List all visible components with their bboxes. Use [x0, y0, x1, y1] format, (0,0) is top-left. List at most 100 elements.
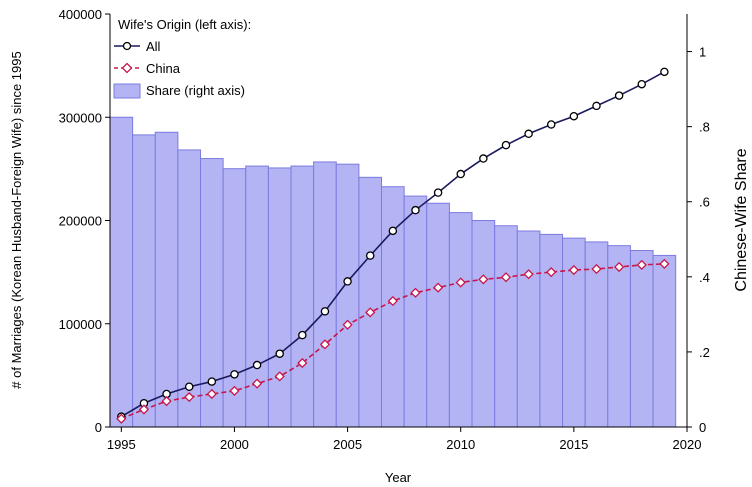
- left-axis-title: # of Marriages (Korean Husband-Foreign W…: [9, 51, 24, 388]
- left-tick-label: 100000: [59, 317, 102, 332]
- share-bar: [539, 233, 564, 428]
- x-tick-label: 2015: [559, 437, 588, 452]
- marker-all: [546, 120, 556, 129]
- share-bars: [109, 116, 677, 428]
- right-tick-label: 0: [699, 420, 706, 435]
- share-bar: [109, 116, 134, 428]
- share-bar: [200, 158, 224, 428]
- marker-china: [161, 396, 172, 407]
- share-bar: [154, 131, 179, 428]
- x-tick-label: 1995: [107, 437, 136, 452]
- series-markers: [116, 67, 670, 424]
- right-axis-title: Chinese-Wife Share: [733, 148, 750, 291]
- right-tick-label: .4: [699, 270, 710, 285]
- marker-all: [343, 277, 352, 286]
- legend-china-label: China: [146, 61, 181, 76]
- marker-all: [298, 330, 307, 340]
- share-bar: [516, 230, 541, 428]
- marker-china: [500, 272, 512, 283]
- marker-all: [230, 370, 239, 379]
- marker-all: [524, 129, 533, 139]
- marker-all: [569, 111, 579, 121]
- marker-all: [614, 91, 624, 100]
- left-tick-label: 300000: [59, 110, 102, 125]
- right-ticks: 0 .2 .4 .6 .8 1: [687, 45, 710, 435]
- marker-china: [432, 282, 444, 293]
- marker-china: [591, 263, 602, 275]
- right-tick-label: .2: [699, 345, 710, 360]
- legend-title: Wife's Origin (left axis):: [118, 17, 251, 32]
- share-bar: [290, 165, 315, 428]
- marker-all: [456, 169, 465, 179]
- marker-china: [636, 259, 647, 271]
- legend: Wife's Origin (left axis): All China Sha…: [113, 17, 251, 99]
- marker-china: [613, 261, 625, 273]
- marker-china: [568, 264, 579, 276]
- share-bar: [607, 245, 631, 428]
- marker-all: [320, 307, 330, 316]
- marker-china: [546, 267, 557, 278]
- share-bar: [652, 254, 677, 428]
- share-bar: [494, 225, 518, 428]
- marker-all: [411, 205, 420, 215]
- marker-all: [388, 226, 398, 236]
- x-tick-label: 2010: [446, 437, 475, 452]
- x-tick-label: 2000: [220, 437, 249, 452]
- marker-china: [229, 385, 240, 396]
- marker-all: [207, 377, 217, 386]
- marker-all: [252, 360, 262, 370]
- marker-china: [365, 307, 376, 318]
- marker-china: [523, 269, 534, 280]
- left-tick-label: 400000: [59, 7, 102, 22]
- marker-china: [116, 413, 127, 424]
- legend-share-swatch: [113, 83, 141, 99]
- legend-all-label: All: [146, 39, 161, 54]
- share-bar: [132, 134, 156, 428]
- marker-china: [342, 319, 353, 330]
- marker-all: [184, 382, 194, 391]
- share-bar: [313, 161, 337, 428]
- marker-china: [478, 274, 489, 285]
- left-tick-label: 0: [95, 420, 102, 435]
- right-tick-label: 1: [699, 45, 706, 60]
- marker-china: [206, 388, 217, 400]
- right-tick-label: .6: [699, 195, 710, 210]
- marker-all: [479, 154, 488, 163]
- marker-china: [251, 378, 263, 389]
- legend-all-marker: [122, 41, 132, 51]
- x-ticks: 1995 2000 2005 2010 2015 2020: [107, 427, 702, 452]
- marker-china: [410, 287, 421, 298]
- left-tick-label: 200000: [59, 214, 102, 229]
- share-bar: [358, 176, 383, 428]
- share-bar: [448, 212, 473, 428]
- marker-all: [433, 188, 443, 197]
- share-bar: [629, 250, 654, 428]
- marker-china: [138, 404, 150, 415]
- share-bar: [267, 167, 292, 428]
- marker-china: [297, 357, 308, 369]
- marker-all: [365, 251, 375, 260]
- marker-all: [501, 140, 511, 150]
- marker-china: [274, 371, 285, 382]
- marker-china: [455, 277, 466, 288]
- share-bar: [426, 202, 450, 428]
- x-tick-label: 2020: [673, 437, 702, 452]
- marker-all: [592, 101, 601, 111]
- marker-china: [387, 295, 398, 307]
- share-bar: [403, 195, 428, 428]
- right-tick-label: .8: [699, 120, 710, 135]
- legend-china-marker: [121, 62, 133, 74]
- left-ticks: 0 100000 200000 300000 400000: [59, 7, 110, 435]
- marker-all: [637, 79, 646, 89]
- marker-china: [659, 258, 670, 269]
- x-axis-title: Year: [385, 470, 412, 485]
- legend-share-label: Share (right axis): [146, 83, 245, 98]
- marker-china: [319, 339, 331, 350]
- share-bar: [335, 163, 360, 428]
- marker-china: [184, 391, 195, 403]
- share-bar: [471, 220, 496, 428]
- x-tick-label: 2005: [333, 437, 362, 452]
- marker-all: [275, 349, 284, 358]
- marker-all: [660, 67, 669, 77]
